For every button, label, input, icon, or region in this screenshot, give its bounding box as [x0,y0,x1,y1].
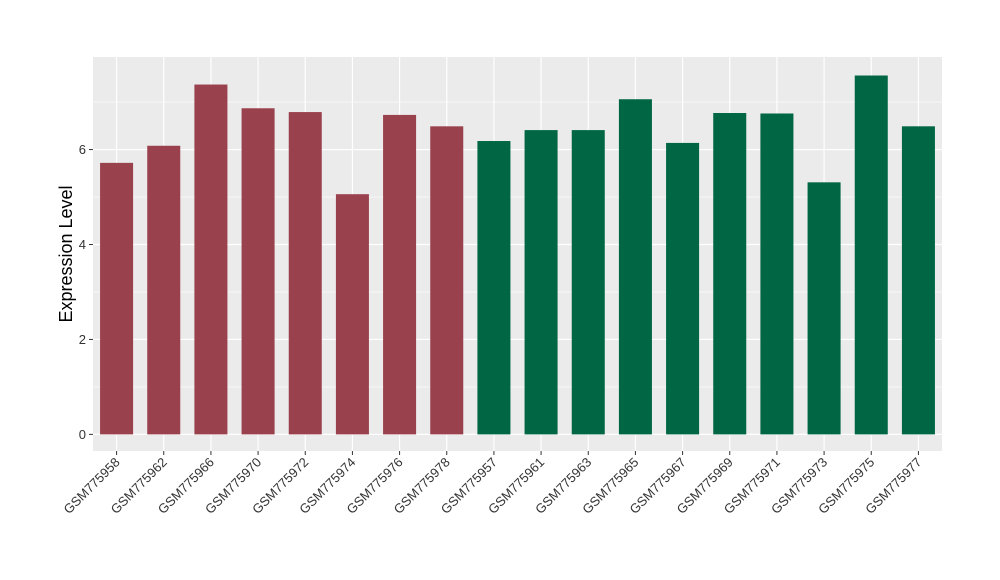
bar-GSM775976 [383,114,417,435]
bar-GSM775962 [147,145,181,435]
x-axis: GSM775958GSM775962GSM775966GSM775970GSM7… [60,451,925,517]
y-tick-label: 4 [79,237,86,252]
plot-panel [93,57,942,451]
bar-GSM775978 [430,126,464,435]
bar-GSM775957 [477,141,511,435]
bar-GSM775969 [713,113,747,435]
bar-GSM775965 [618,99,652,435]
bar-GSM775963 [571,130,605,435]
bar-GSM775972 [288,112,322,435]
bar-GSM775977 [901,126,935,435]
bar-GSM775973 [807,182,841,435]
bar-GSM775975 [854,75,888,435]
y-tick-label: 6 [79,142,86,157]
bar-GSM775974 [335,194,369,435]
y-tick-label: 2 [79,332,86,347]
bar-GSM775967 [666,142,700,435]
bar-GSM775971 [760,113,794,435]
bar-GSM775966 [194,84,228,435]
bar-GSM775958 [100,162,134,435]
y-axis-title: Expression Level [56,185,76,322]
bar-GSM775961 [524,130,558,435]
bar-GSM775970 [241,108,275,435]
y-tick-label: 0 [79,427,86,442]
bars [100,75,935,435]
y-axis: 0 2 4 6 [79,142,93,442]
